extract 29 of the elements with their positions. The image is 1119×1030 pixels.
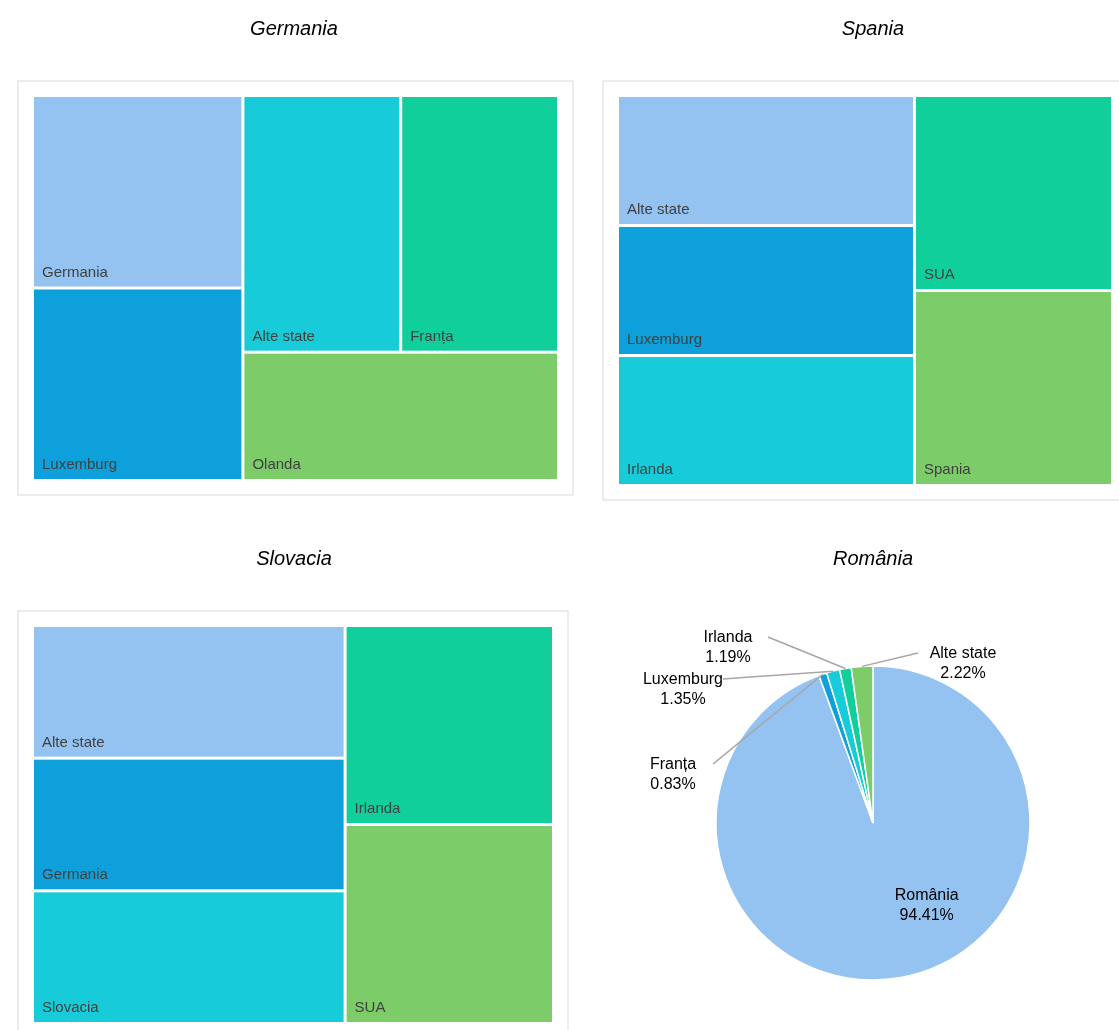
category-label: Spania bbox=[924, 460, 972, 477]
slice-label: Alte state bbox=[929, 644, 997, 661]
slice-label: România bbox=[894, 886, 959, 904]
category-label: Alte state bbox=[42, 732, 105, 750]
text: Spania bbox=[841, 17, 905, 39]
category-label: Luxemburg bbox=[627, 330, 703, 347]
category-label: SUA bbox=[924, 265, 955, 282]
category-label: Alte state bbox=[252, 326, 315, 344]
category-label: Irlanda bbox=[627, 460, 674, 477]
text: Slovacia bbox=[256, 547, 332, 569]
category-label: Germania bbox=[42, 262, 109, 280]
category-label: Luxemburg bbox=[42, 455, 118, 472]
slice-label: Luxemburg bbox=[642, 670, 724, 687]
data-label: 2.22% bbox=[940, 664, 986, 681]
category-label: Olanda bbox=[252, 455, 302, 472]
category-label: Alte state bbox=[627, 200, 690, 217]
text: Germania bbox=[250, 17, 338, 39]
category-label: Germania bbox=[42, 865, 109, 883]
data-label: 0.83% bbox=[650, 775, 696, 792]
category-label: Franța bbox=[410, 326, 455, 344]
data-label: 1.19% bbox=[705, 648, 751, 665]
slice-label: Franța bbox=[649, 755, 697, 772]
category-label: Irlanda bbox=[354, 799, 402, 816]
slice-label: Irlanda bbox=[703, 628, 753, 645]
data-label: 94.41% bbox=[899, 906, 954, 924]
data-label: 1.35% bbox=[660, 690, 706, 707]
category-label: SUA bbox=[354, 998, 386, 1015]
chart-title: România bbox=[832, 547, 914, 569]
category-label: Slovacia bbox=[42, 998, 100, 1015]
